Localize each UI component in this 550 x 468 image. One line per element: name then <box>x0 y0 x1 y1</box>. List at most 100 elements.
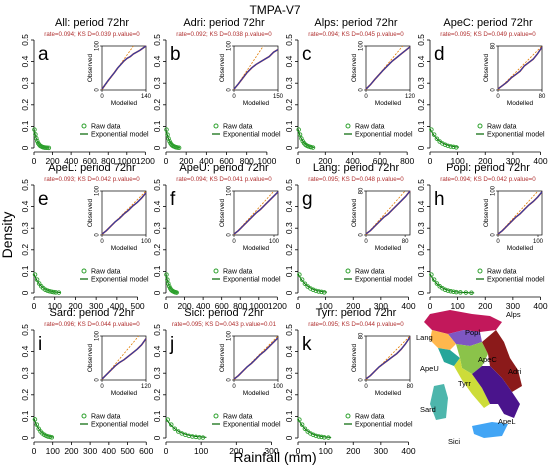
raw-point <box>45 288 50 293</box>
x-tick-label: 600 <box>83 156 97 166</box>
legend-model-label: Exponential model <box>223 277 281 284</box>
inset-reference-line <box>233 190 275 236</box>
x-tick-label: 400 <box>199 156 213 166</box>
raw-point <box>453 289 459 295</box>
y-tick-label: 0.5 <box>152 324 162 336</box>
inset-x-tick-label: 0 <box>364 94 368 100</box>
y-tick-label: 0.1 <box>152 120 162 132</box>
raw-point <box>326 435 331 440</box>
x-tick-label: 200 <box>478 156 492 166</box>
map-label-apel: ApeL <box>498 417 516 426</box>
legend-raw-marker <box>81 413 87 419</box>
inset-x-tick-label: 0 <box>232 384 236 390</box>
panel-stats: rate=0.094; KS D=0.045 p.value=0 <box>308 31 404 38</box>
inset-x-label: Modelled <box>243 390 270 397</box>
x-tick-label: 400 <box>533 301 547 311</box>
map-label-tyrr: Tyrr <box>458 379 471 388</box>
inset-x-tick-label: 140 <box>141 94 152 100</box>
y-tick-label: 0 <box>152 290 162 295</box>
panel-title: Alps: period 72hr <box>314 17 397 29</box>
x-tick-label: 100 <box>48 301 62 311</box>
y-tick-label: 0.1 <box>152 265 162 277</box>
inset-x-label: Modelled <box>507 100 534 107</box>
panel-letter: b <box>170 44 181 65</box>
x-tick-label: 1200 <box>136 156 155 166</box>
panel-c: Alps: period 72hr rate=0.094; KS D=0.045 … <box>284 17 416 166</box>
panel-letter: j <box>169 334 174 355</box>
panel-title: Sard: period 72hr <box>50 307 135 319</box>
inset-y-label: Observed <box>351 199 358 228</box>
x-tick-label: 200 <box>229 446 243 456</box>
legend-raw-marker <box>81 123 87 129</box>
y-tick-label: 0.2 <box>152 99 162 111</box>
x-tick-label: 400 <box>110 301 124 311</box>
raw-point <box>308 144 314 150</box>
y-tick-label: 0.5 <box>152 179 162 191</box>
y-tick-label: 0.4 <box>284 345 294 357</box>
legend-model-label: Exponential model <box>223 422 281 429</box>
panel-letter: i <box>38 334 42 355</box>
raw-point <box>434 136 440 141</box>
raw-point <box>316 434 321 439</box>
y-tick-label: 0 <box>20 290 30 295</box>
map-labels: Alps Popl Lang ApeC Adri ApeU Tyrr Sard ApeL Sici <box>416 310 522 446</box>
inset-y-tick-label: 100 <box>95 330 101 341</box>
x-tick-label: 100 <box>451 156 465 166</box>
panel-stats: rate=0.094; KS D=0.041 p.value=0 <box>176 176 272 183</box>
x-tick-label: 200 <box>64 446 78 456</box>
panel-d: ApeC: period 72hr rate=0.095; KS D=0.049 … <box>416 17 548 166</box>
inset-y-label: Observed <box>87 199 94 228</box>
y-tick-label: 0.5 <box>20 324 30 336</box>
y-tick-label: 0.2 <box>284 389 294 401</box>
x-tick-label: 200 <box>478 301 492 311</box>
raw-point <box>164 272 169 277</box>
raw-point <box>169 422 174 427</box>
y-tick-label: 0.1 <box>416 265 426 277</box>
inset-y-tick-label: 100 <box>227 185 233 196</box>
y-tick-label: 0.1 <box>152 410 162 422</box>
raw-point <box>164 127 169 132</box>
panel-title: Tyrr: period 72hr <box>316 307 397 319</box>
legend-raw-label: Raw data <box>355 269 385 276</box>
raw-point <box>51 289 56 295</box>
raw-point <box>32 127 37 132</box>
legend-raw-marker <box>477 123 483 129</box>
panel-letter: e <box>38 189 49 210</box>
model-curve <box>297 273 328 293</box>
inset-y-tick-label: 0 <box>227 233 233 237</box>
legend-raw-marker <box>213 268 219 274</box>
raw-point <box>34 422 40 427</box>
inset-x-tick-label: 100 <box>273 384 284 390</box>
raw-point <box>321 290 327 295</box>
y-tick-label: 0.4 <box>20 200 30 212</box>
x-tick-label: 1000 <box>257 156 276 166</box>
raw-point <box>53 290 59 295</box>
inset-y-tick-label: 0 <box>359 378 365 382</box>
inset-y-label: Observed <box>219 344 226 373</box>
y-tick-label: 0.5 <box>152 34 162 46</box>
map-adri-region <box>482 330 522 392</box>
legend-raw-marker <box>345 123 351 129</box>
map-apec-region <box>456 342 488 374</box>
y-tick-label: 0.3 <box>284 367 294 379</box>
y-tick-label: 0.4 <box>416 200 426 212</box>
x-tick-label: 300 <box>506 156 520 166</box>
raw-point <box>44 145 50 151</box>
y-tick-label: 0.4 <box>152 345 162 357</box>
model-curve <box>165 418 207 438</box>
y-tick-label: 0.3 <box>284 222 294 234</box>
model-curve <box>297 129 315 148</box>
panel-letter: a <box>38 44 49 65</box>
raw-point <box>32 272 38 277</box>
x-tick-label: 200 <box>179 156 193 166</box>
y-tick-label: 0.3 <box>20 367 30 379</box>
raw-point <box>49 435 55 440</box>
y-tick-label: 0.4 <box>416 55 426 67</box>
inset-y-tick-label: 0 <box>227 88 233 92</box>
inset-x-label: Modelled <box>111 100 138 107</box>
raw-point <box>166 281 171 286</box>
raw-point <box>34 136 39 141</box>
inset-y-label: Observed <box>87 54 94 83</box>
x-tick-label: 600 <box>215 301 229 311</box>
